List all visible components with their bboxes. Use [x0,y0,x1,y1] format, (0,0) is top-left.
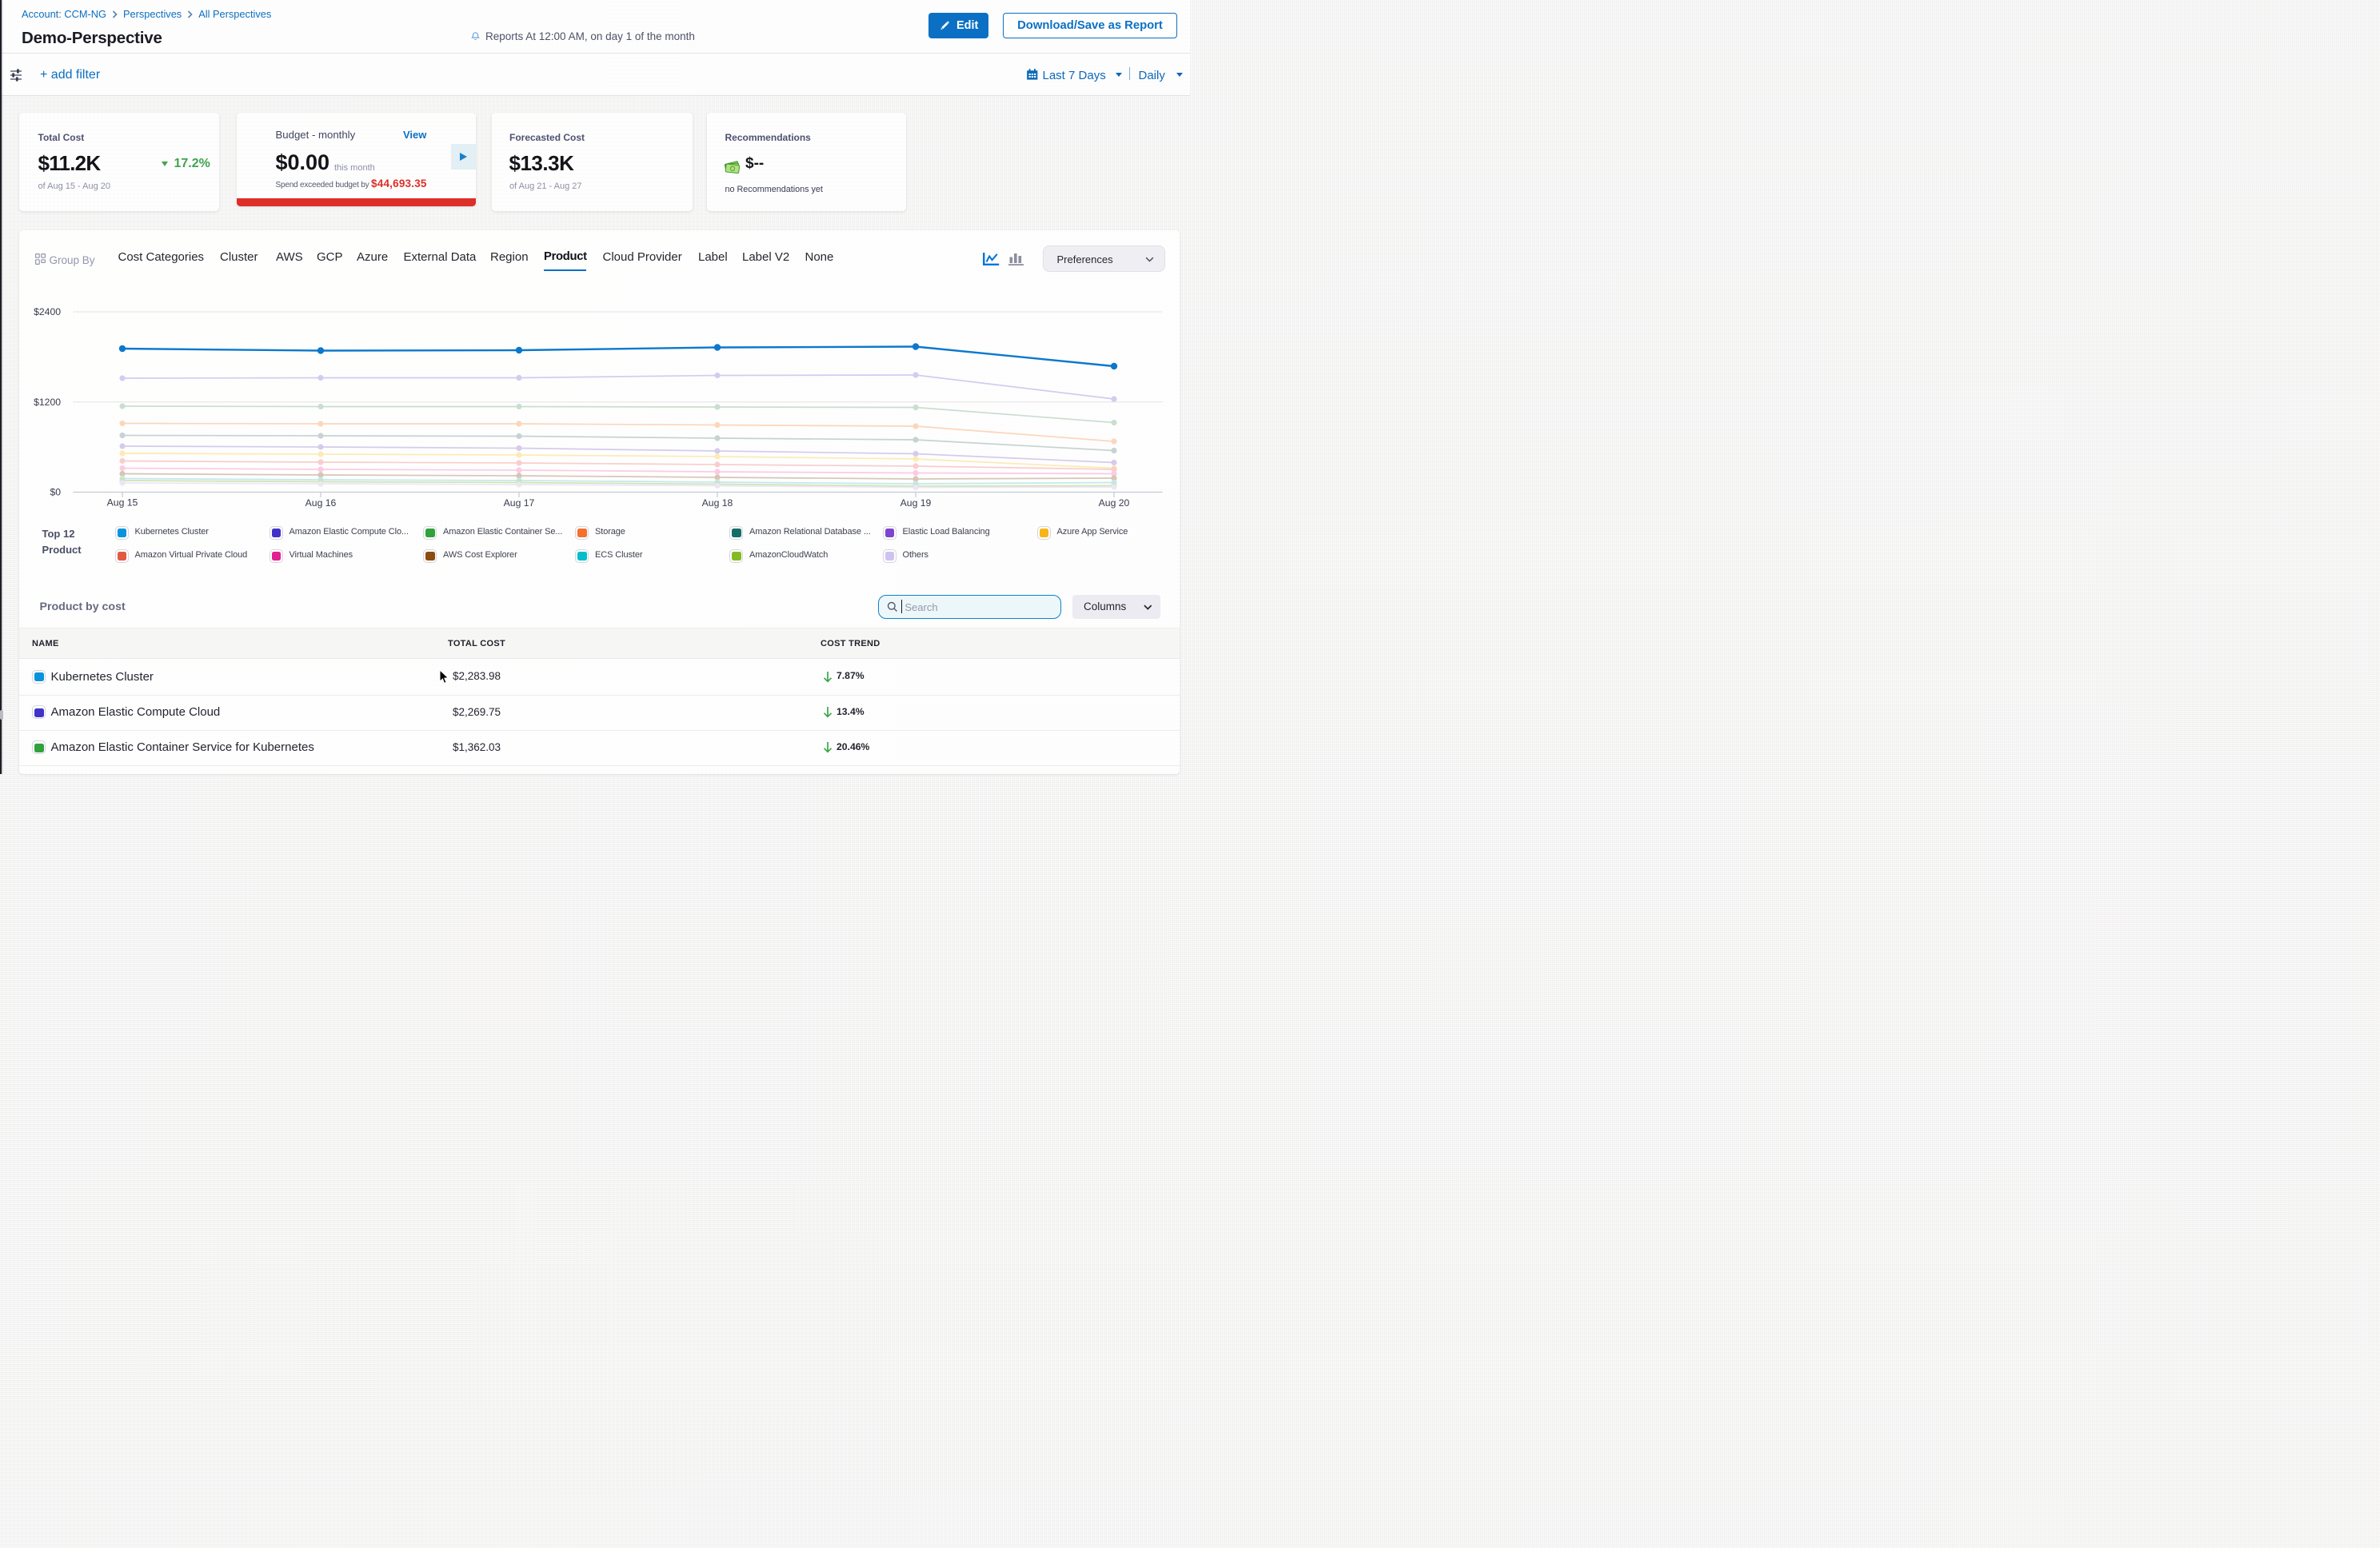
svg-text:$0: $0 [50,487,61,498]
svg-text:Aug 19: Aug 19 [900,497,932,509]
svg-text:$2400: $2400 [34,306,61,317]
svg-text:$1200: $1200 [34,397,61,408]
svg-text:Aug 20: Aug 20 [1099,497,1130,509]
svg-text:Aug 18: Aug 18 [702,497,733,509]
svg-text:Aug 16: Aug 16 [305,497,337,509]
svg-text:Aug 15: Aug 15 [107,497,138,509]
svg-text:Aug 17: Aug 17 [504,497,535,509]
